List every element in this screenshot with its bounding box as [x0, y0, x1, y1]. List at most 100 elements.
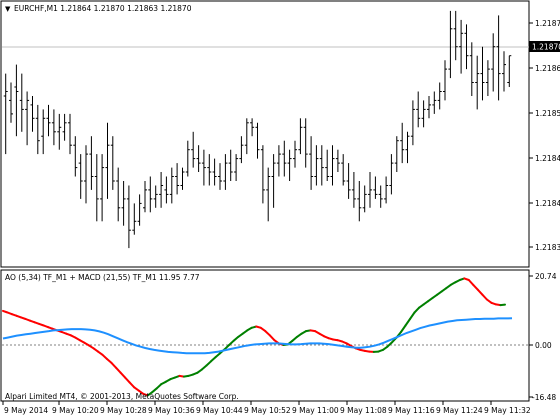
ohlc-bar — [234, 154, 239, 181]
ohlc-bar — [9, 82, 13, 123]
ohlc-bar — [73, 136, 78, 177]
ohlc-bar — [394, 136, 399, 172]
svg-text:9 May 11:32: 9 May 11:32 — [484, 406, 531, 415]
ao-segment-down — [268, 334, 276, 342]
svg-text:1.21875: 1.21875 — [535, 19, 560, 28]
ohlc-bar — [346, 163, 351, 199]
svg-text:9 May 11:16: 9 May 11:16 — [388, 406, 435, 415]
ao-segment-up — [210, 356, 217, 363]
ohlc-bar — [175, 163, 180, 195]
time-tick: 9 May 11:00 — [292, 401, 339, 415]
svg-text:9 May 10:52: 9 May 10:52 — [244, 406, 291, 415]
ohlc-bar — [46, 104, 51, 137]
ohlc-bar — [330, 145, 335, 186]
macd-line — [2, 317, 513, 355]
svg-text:1.21830: 1.21830 — [535, 243, 560, 252]
ohlc-bar — [351, 172, 356, 208]
ohlc-bar — [19, 73, 24, 132]
ohlc-bar — [30, 96, 35, 132]
ohlc-bar — [266, 167, 271, 222]
ohlc-bar — [191, 131, 196, 168]
ohlc-bar — [373, 176, 378, 199]
ohlc-bar — [459, 19, 464, 74]
time-tick: 9 May 10:28 — [100, 401, 147, 415]
ohlc-bar — [303, 118, 308, 168]
ao-segment-up — [409, 311, 416, 320]
ohlc-bar — [287, 149, 292, 181]
ohlc-bar — [432, 91, 437, 114]
svg-text:9 May 10:36: 9 May 10:36 — [148, 406, 195, 415]
svg-text:9 May 10:28: 9 May 10:28 — [100, 406, 147, 415]
ohlc-bars — [3, 10, 512, 249]
ohlc-bar — [3, 73, 8, 155]
ohlc-bar — [105, 122, 110, 199]
price-tick: 1.21860 — [529, 64, 560, 73]
ohlc-bar — [57, 113, 62, 150]
ao-segment-down — [472, 283, 479, 291]
indicator-tick: 20.74 — [529, 272, 557, 281]
ohlc-bar — [480, 46, 485, 101]
time-tick: 9 May 11:24 — [436, 401, 483, 415]
ohlc-bar — [362, 185, 367, 213]
ohlc-bar — [276, 145, 281, 177]
svg-text:1.21855: 1.21855 — [535, 109, 560, 118]
ohlc-bar — [164, 176, 169, 204]
ohlc-bar — [368, 172, 372, 208]
ohlc-bar — [100, 154, 105, 222]
ao-segment-up — [232, 335, 240, 342]
ohlc-bar — [405, 131, 410, 164]
svg-text:20.74: 20.74 — [535, 272, 557, 281]
ohlc-bar — [84, 145, 88, 204]
ohlc-bar — [453, 10, 458, 61]
ohlc-bar — [475, 55, 480, 110]
ohlc-bar — [502, 51, 506, 92]
ohlc-bar — [357, 181, 362, 222]
ao-segment-up — [400, 324, 407, 333]
price-axis: 1.21875 1.21860 1.21855 1.21845 1.21840 … — [529, 19, 560, 252]
svg-text:9 May 2014: 9 May 2014 — [4, 406, 48, 415]
ohlc-bar — [384, 176, 389, 204]
ohlc-bar — [143, 181, 147, 213]
ao-segment-down — [124, 376, 131, 384]
ao-segment-up — [205, 360, 212, 367]
ohlc-bar — [341, 154, 346, 186]
ohlc-bar — [169, 167, 174, 204]
ao-segment-up — [228, 339, 235, 346]
ohlc-bar — [309, 136, 314, 190]
indicator-axis: 20.74 0.00 -16.48 — [529, 272, 557, 402]
ohlc-bar — [25, 91, 30, 146]
time-tick: 9 May 11:08 — [340, 401, 387, 415]
ohlc-bar — [378, 185, 383, 208]
ao-segment-down — [476, 288, 484, 296]
ohlc-bar — [298, 118, 303, 155]
ohlc-bar — [469, 42, 474, 96]
indicator-tick: 0.00 — [529, 341, 552, 350]
ohlc-bar — [228, 149, 233, 181]
ohlc-bar — [416, 91, 421, 128]
ao-segment-up — [151, 387, 158, 394]
ohlc-bar — [421, 100, 426, 128]
ohlc-bar — [126, 185, 131, 249]
current-price-label: 1.21870 — [532, 43, 560, 52]
ohlc-bar — [260, 145, 265, 204]
price-panel-frame — [0, 0, 530, 268]
ao-segment-down — [101, 353, 108, 360]
ohlc-bar — [443, 60, 447, 101]
time-tick: 9 May 10:52 — [244, 401, 291, 415]
ohlc-bar — [448, 10, 453, 79]
svg-text:9 May 10:20: 9 May 10:20 — [52, 406, 99, 415]
ohlc-bar — [496, 15, 501, 101]
time-tick: 9 May 10:44 — [196, 401, 243, 415]
dropdown-arrow-icon[interactable]: ▼ — [5, 5, 11, 13]
ao-segment-down — [467, 279, 475, 286]
ohlc-bar — [153, 185, 158, 208]
ohlc-bar — [485, 60, 490, 96]
ohlc-bar — [325, 149, 330, 181]
ohlc-bar — [282, 140, 287, 177]
ohlc-bar — [437, 82, 442, 110]
price-tick: 1.21855 — [529, 109, 560, 118]
ao-segment-up — [404, 318, 411, 327]
ohlc-bar — [121, 181, 126, 226]
time-axis: 9 May 2014 9 May 10:20 9 May 10:28 9 May… — [2, 401, 531, 415]
